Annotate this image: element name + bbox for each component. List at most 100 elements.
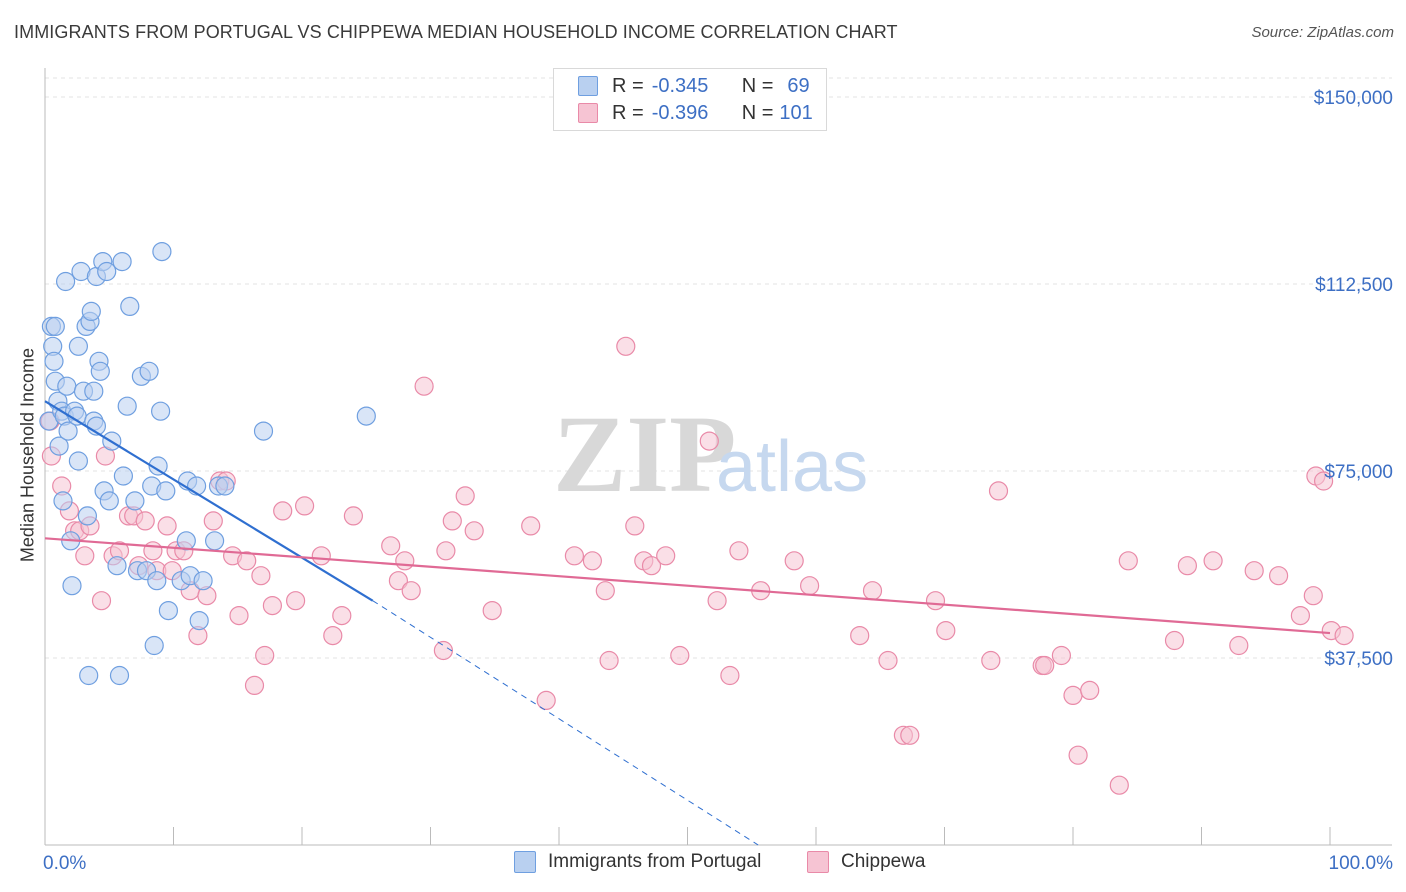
n-label: N = <box>741 74 774 97</box>
r-label: R = <box>612 74 644 97</box>
data-point <box>616 336 636 356</box>
y-tick-label: $112,500 <box>1315 275 1393 296</box>
data-point <box>707 591 727 611</box>
data-point <box>433 640 453 661</box>
y-tick-label: $150,000 <box>1314 88 1393 109</box>
trend-lines <box>44 400 1331 846</box>
data-point <box>1290 605 1311 626</box>
data-point <box>482 600 502 621</box>
y-tick-label: $37,500 <box>1324 649 1393 670</box>
trend-line-portugal <box>44 400 374 602</box>
data-point <box>176 531 196 551</box>
data-point <box>91 591 112 611</box>
legend-item-chippewa[interactable]: Chippewa <box>807 851 926 873</box>
x-tick-labels: 0.0% 100.0% <box>43 853 1393 874</box>
y-axis-label: Median Household Income <box>17 347 38 563</box>
data-point <box>1203 551 1223 571</box>
data-point <box>75 546 95 566</box>
data-point <box>388 571 408 591</box>
data-point <box>90 361 110 381</box>
data-point <box>148 456 168 476</box>
data-point <box>62 576 82 596</box>
r-value: -0.396 <box>651 101 709 124</box>
data-point <box>464 521 484 541</box>
data-point <box>1035 655 1055 676</box>
data-point <box>1229 635 1249 656</box>
data-point <box>273 501 293 521</box>
data-point <box>311 546 331 566</box>
data-point <box>455 486 475 506</box>
data-point <box>1109 775 1129 795</box>
data-point <box>135 511 155 531</box>
data-point <box>286 591 306 611</box>
data-point <box>156 481 176 501</box>
data-point <box>1244 561 1264 581</box>
data-point <box>144 635 164 656</box>
legend-label: Chippewa <box>841 851 926 872</box>
data-point <box>109 665 130 686</box>
data-point <box>1164 630 1185 651</box>
data-point <box>625 516 645 536</box>
data-point <box>395 551 415 571</box>
data-point <box>442 511 462 531</box>
data-point <box>57 376 77 396</box>
watermark-zip: ZIP <box>553 393 736 515</box>
data-point <box>81 301 101 321</box>
data-point <box>49 436 69 456</box>
data-point <box>1063 685 1083 706</box>
data-point <box>107 556 127 576</box>
legend-label: Immigrants from Portugal <box>548 851 762 872</box>
data-point <box>205 531 225 551</box>
data-point <box>1268 566 1289 586</box>
data-point <box>45 316 65 336</box>
y-tick-labels: $37,500 $75,000 $112,500 $150,000 <box>1314 88 1393 670</box>
data-point <box>253 421 274 441</box>
data-point <box>157 516 177 536</box>
data-point <box>147 571 167 591</box>
data-point <box>536 690 556 711</box>
data-point <box>641 556 662 576</box>
legend-row-chippewa: R = -0.396 N = 101 <box>578 101 813 125</box>
n-label: N = <box>741 101 774 124</box>
data-point <box>53 491 73 511</box>
data-point <box>151 401 171 421</box>
data-point <box>878 650 898 671</box>
data-point <box>58 421 78 441</box>
x-tick-label-start: 0.0% <box>43 853 86 874</box>
data-point <box>143 541 163 561</box>
data-point <box>125 491 145 511</box>
legend-row-portugal: R = -0.345 N = 69 <box>578 74 810 98</box>
data-point <box>44 351 64 371</box>
data-point <box>262 595 282 616</box>
legend-swatch-blue <box>578 76 598 96</box>
data-point <box>120 296 140 316</box>
data-point <box>99 491 119 511</box>
data-point <box>1303 586 1323 606</box>
data-point <box>189 610 209 631</box>
legend-swatch-pink <box>807 851 829 873</box>
data-point <box>244 675 265 696</box>
watermark: ZIP atlas <box>553 393 868 515</box>
data-point <box>1313 471 1334 491</box>
chippewa-points <box>40 336 1354 795</box>
data-point <box>720 665 740 686</box>
data-point <box>77 506 98 526</box>
legend-item-portugal[interactable]: Immigrants from Portugal <box>514 851 761 873</box>
data-point <box>215 476 235 496</box>
data-point <box>97 261 117 282</box>
x-tick-label-end: 100.0% <box>1329 853 1394 874</box>
correlation-legend: R = -0.345 N = 69 R = -0.396 N = 101 <box>553 68 827 131</box>
data-point <box>84 381 104 401</box>
data-point <box>68 336 89 356</box>
data-point <box>295 496 315 516</box>
data-point <box>343 506 363 526</box>
data-point <box>900 725 920 745</box>
trend-line-chippewa <box>44 537 1331 635</box>
series-legend: Immigrants from Portugal Chippewa <box>0 851 1406 879</box>
data-point <box>193 571 213 591</box>
data-point <box>936 620 956 641</box>
data-point <box>1334 625 1354 646</box>
watermark-atlas: atlas <box>716 427 868 507</box>
data-point <box>784 551 804 571</box>
data-point <box>862 581 883 601</box>
